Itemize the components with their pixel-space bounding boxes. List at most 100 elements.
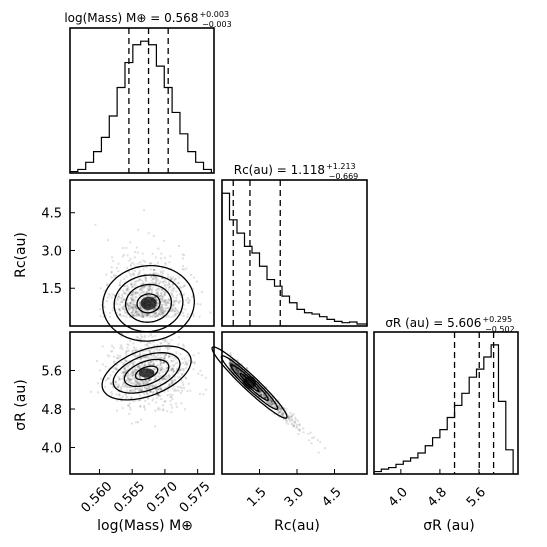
sample-point [160,363,163,366]
sample-point [149,342,152,345]
sample-point [113,355,116,358]
sample-point [244,373,247,376]
sample-point [146,295,149,298]
sample-point [133,353,136,356]
sample-point [154,355,157,358]
sample-point [242,376,245,379]
sample-point [169,395,172,398]
sample-point [149,332,152,335]
sample-point [140,389,143,392]
contour-level-3 [220,355,279,410]
sample-point [128,380,131,383]
sample-point [168,261,171,264]
sample-point [127,305,130,308]
contour-level-2 [123,358,170,388]
sample-point [109,312,112,315]
sample-point [281,413,284,416]
sample-point [145,294,148,297]
sample-point [134,368,137,371]
sample-point [302,427,305,430]
sample-point [122,306,125,309]
sample-point [136,291,139,294]
sample-point [164,256,167,259]
sample-point [129,296,132,299]
sample-point [116,364,119,367]
hist-bar [156,66,164,173]
sample-point [153,282,156,285]
sample-point [272,400,275,403]
sample-point [148,290,151,293]
sample-point [134,304,137,307]
sample-point [144,277,147,280]
sample-point [141,290,144,293]
sample-point [126,313,129,316]
sample-point [172,359,175,362]
sample-point [231,365,234,368]
sample-point [297,419,300,422]
sample-point [121,307,124,310]
sample-point [191,296,194,299]
sample-point [277,409,280,412]
sample-point [133,368,136,371]
sample-point [256,385,259,388]
sample-point [179,392,182,395]
sample-point [142,281,145,284]
sample-point [290,418,293,421]
sample-point [148,284,151,287]
sample-point [177,301,180,304]
sample-point [281,409,284,412]
sample-point [139,308,142,311]
sample-point [157,406,160,409]
sample-point [233,363,236,366]
sample-point [139,289,142,292]
sample-point [139,297,142,300]
sample-point [186,363,189,366]
sample-point [179,300,182,303]
sample-point [133,283,136,286]
sample-point [236,359,239,362]
sample-point [152,309,155,312]
sample-point [136,311,139,314]
sample-point [175,308,178,311]
sample-point [166,348,169,351]
sample-point [160,274,163,277]
sample-point [156,293,159,296]
sample-point [237,373,240,376]
sample-point [260,393,263,396]
sample-point [132,399,135,402]
sample-point [239,369,242,372]
sample-point [179,369,182,372]
sample-point [112,367,115,370]
sample-point [133,382,136,385]
sample-point [170,292,173,295]
sample-point [148,284,151,287]
sample-point [123,358,126,361]
sample-point [115,367,118,370]
sample-point [143,209,146,212]
sample-point [139,353,142,356]
sample-point [144,380,147,383]
sample-point [265,400,268,403]
sample-point [260,394,263,397]
sample-point [114,368,117,371]
x-tick-label: 0.575 [177,479,214,516]
sample-point [257,395,260,398]
sample-point [257,387,260,390]
sample-point [110,344,113,347]
sample-point [164,353,167,356]
sample-point [124,359,127,362]
sample-point [236,376,239,379]
sample-point [160,297,163,300]
sample-point [199,303,202,306]
sample-point [234,366,237,369]
sample-point [128,402,131,405]
sample-point [154,388,157,391]
sample-point [131,374,134,377]
sample-point [135,307,138,310]
sample-point [167,375,170,378]
sample-point [175,405,178,408]
sample-point [168,302,171,305]
sample-point [169,276,172,279]
sample-point [232,365,235,368]
sample-point [149,390,152,393]
